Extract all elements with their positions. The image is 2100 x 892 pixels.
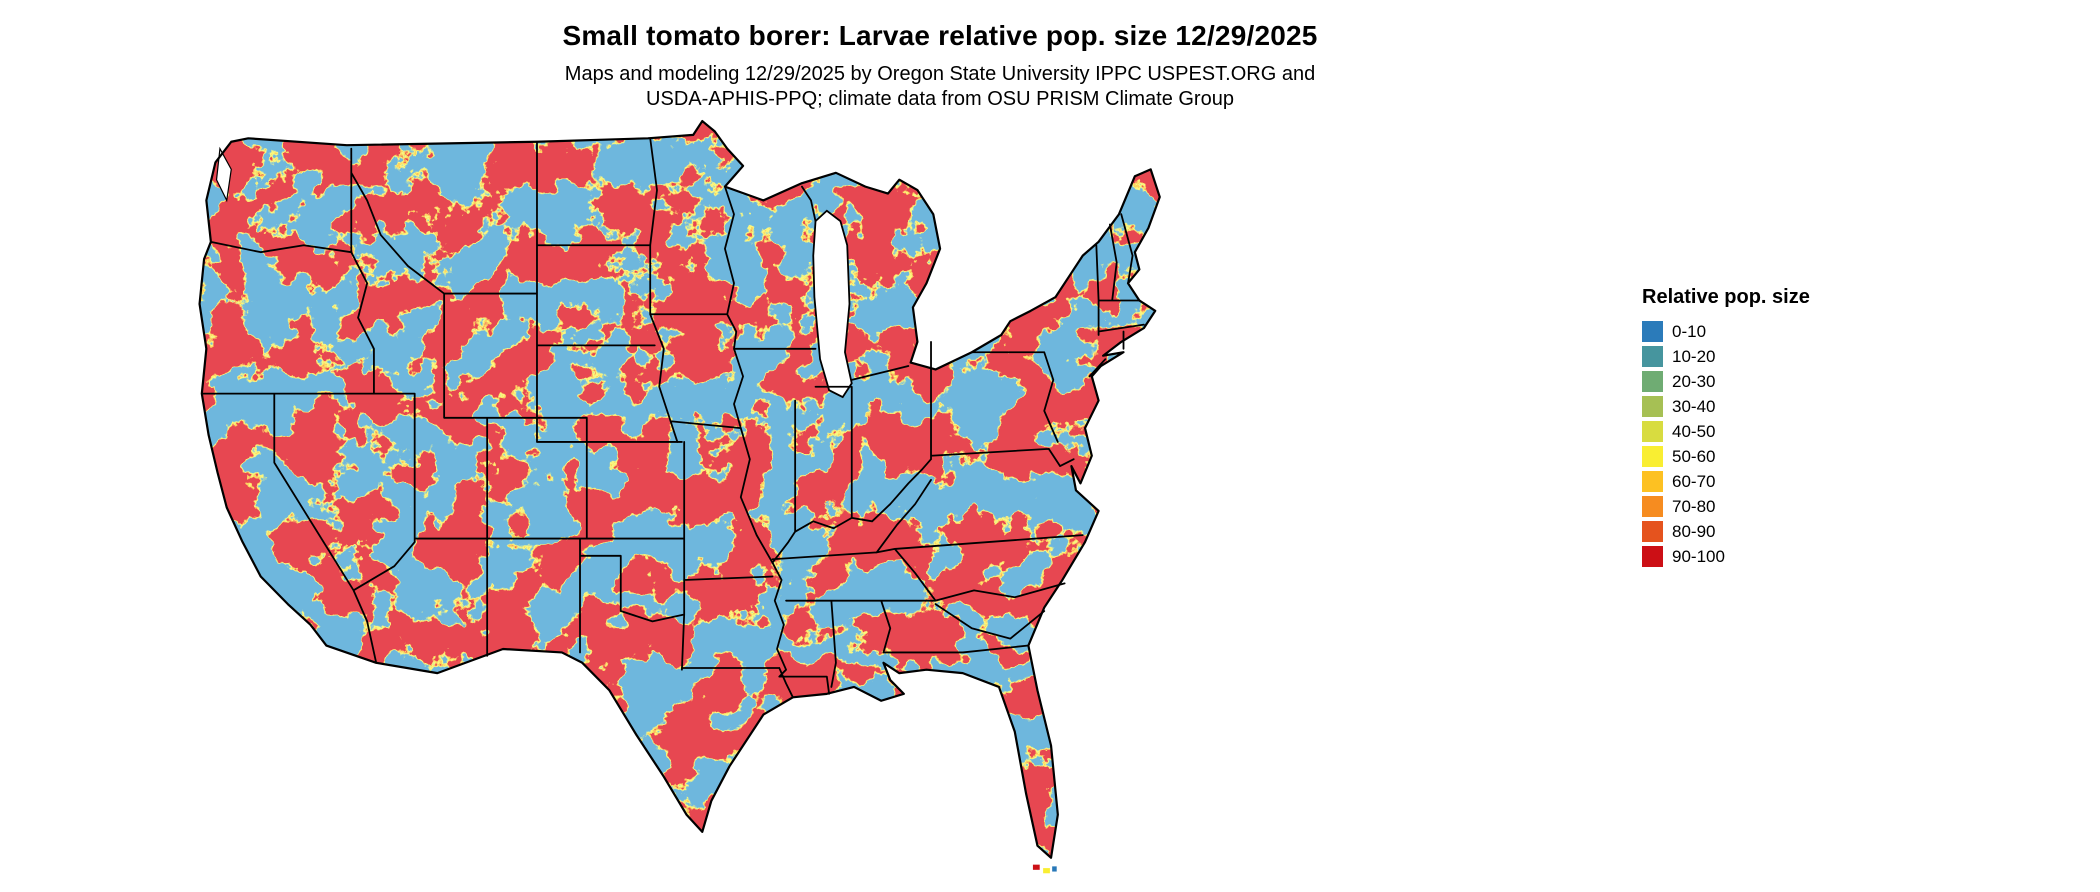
- legend-label: 20-30: [1672, 372, 1716, 391]
- legend-swatch: [1642, 546, 1663, 567]
- lake-michigan: [813, 211, 851, 397]
- legend-label: 90-100: [1672, 547, 1725, 566]
- population-raster: [199, 121, 1160, 858]
- legend-swatch: [1642, 396, 1663, 417]
- state-borders-central: [650, 138, 829, 697]
- legend: Relative pop. size 0-10 10-20 20-30 30-4…: [1642, 286, 1882, 569]
- legend-item: 20-30: [1642, 369, 1882, 394]
- page-title: Small tomato borer: Larvae relative pop.…: [562, 20, 1318, 51]
- legend-item: 60-70: [1642, 469, 1882, 494]
- us-outline: [200, 121, 1160, 858]
- legend-item: 70-80: [1642, 494, 1882, 519]
- legend-title: Relative pop. size: [1642, 286, 1810, 308]
- legend-label: 40-50: [1672, 422, 1716, 441]
- subtitle-line-1: Maps and modeling 12/29/2025 by Oregon S…: [564, 63, 1316, 85]
- legend-label: 70-80: [1672, 497, 1716, 516]
- state-borders-east: [772, 187, 1143, 687]
- legend-label: 60-70: [1672, 472, 1716, 491]
- florida-keys: [1032, 864, 1057, 874]
- legend-label: 30-40: [1672, 397, 1716, 416]
- legend-swatch: [1642, 371, 1663, 392]
- legend-label: 10-20: [1672, 347, 1716, 366]
- legend-label: 50-60: [1672, 447, 1716, 466]
- subtitle-line-2: USDA-APHIS-PPQ; climate data from OSU PR…: [646, 88, 1234, 110]
- legend-item: 0-10: [1642, 319, 1882, 344]
- legend-item: 80-90: [1642, 519, 1882, 544]
- us-map-svg: [152, 90, 1239, 874]
- legend-swatch: [1642, 421, 1663, 442]
- us-map: [152, 90, 1239, 875]
- legend-label: 0-10: [1672, 322, 1707, 341]
- legend-swatch: [1642, 471, 1663, 492]
- map-subtitle: Maps and modeling 12/29/2025 by Oregon S…: [0, 62, 1880, 112]
- legend-swatch: [1642, 346, 1663, 367]
- legend-swatch: [1642, 496, 1663, 517]
- legend-item: 50-60: [1642, 444, 1882, 469]
- legend-label: 80-90: [1672, 522, 1716, 541]
- state-borders: [202, 138, 1144, 697]
- legend-item: 40-50: [1642, 419, 1882, 444]
- legend-item: 10-20: [1642, 344, 1882, 369]
- legend-item: 90-100: [1642, 544, 1882, 569]
- puget-sound: [217, 149, 232, 201]
- legend-swatch: [1642, 321, 1663, 342]
- legend-swatch: [1642, 521, 1663, 542]
- legend-item: 30-40: [1642, 394, 1882, 419]
- legend-swatch: [1642, 446, 1663, 467]
- state-borders-west: [202, 142, 684, 670]
